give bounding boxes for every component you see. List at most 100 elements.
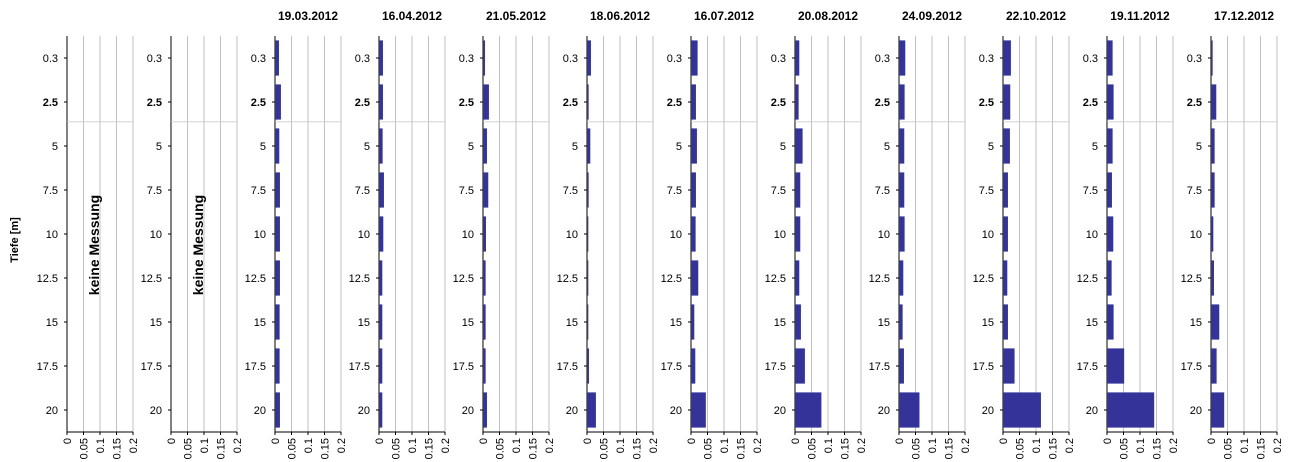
bar bbox=[691, 128, 697, 164]
depth-tick-label: 15 bbox=[878, 317, 890, 329]
x-tick-label: 0.2 bbox=[960, 438, 972, 453]
bar bbox=[1211, 260, 1214, 296]
bar bbox=[795, 172, 801, 208]
bar bbox=[1107, 84, 1114, 120]
x-tick-label: 0.1 bbox=[303, 438, 315, 453]
x-tick-label: 0.1 bbox=[615, 438, 627, 453]
bar bbox=[587, 172, 589, 208]
depth-tick-label: 17.5 bbox=[349, 361, 370, 373]
bar bbox=[587, 304, 589, 340]
depth-tick-label: 15 bbox=[566, 317, 578, 329]
depth-tick-label: 5 bbox=[156, 141, 162, 153]
bar bbox=[1107, 128, 1113, 164]
x-tick-label: 0.1 bbox=[927, 438, 939, 453]
panel-2: 0.3 2.5 5 7.5 10 12.5 15 17.5 20 0 0.05 0.1 0.15 0.2 1… bbox=[245, 9, 348, 459]
panel-11: 0.3 2.5 5 7.5 10 12.5 15 17.5 20 0 0.05 0.1 0.15 0.2 1… bbox=[1181, 9, 1284, 459]
x-tick-label: 0.1 bbox=[719, 438, 731, 453]
panel-0: 0.3 2.5 5 7.5 10 12.5 15 17.5 20 0 0.05 0.1 0.15 0.2 k… bbox=[37, 36, 140, 459]
bar bbox=[899, 348, 904, 384]
depth-tick-label: 2.5 bbox=[771, 97, 786, 109]
depth-tick-label: 5 bbox=[884, 141, 890, 153]
no-measurement-note: keine Messung bbox=[190, 195, 206, 295]
x-tick-label: 0.2 bbox=[648, 438, 660, 453]
x-tick-label: 0.2 bbox=[128, 438, 140, 453]
x-tick-label: 0.05 bbox=[911, 438, 923, 459]
depth-tick-label: 12.5 bbox=[661, 273, 682, 285]
bar bbox=[691, 216, 696, 252]
bar bbox=[795, 40, 800, 76]
bar bbox=[1107, 40, 1113, 76]
depth-tick-label: 12.5 bbox=[37, 273, 58, 285]
depth-tick-label: 10 bbox=[46, 229, 58, 241]
bar bbox=[379, 84, 383, 120]
x-tick-label: 0.2 bbox=[1064, 438, 1076, 453]
depth-tick-label: 12.5 bbox=[973, 273, 994, 285]
depth-tick-label: 2.5 bbox=[1083, 97, 1098, 109]
x-tick-label: 0.1 bbox=[407, 438, 419, 453]
bar bbox=[275, 40, 279, 76]
bar bbox=[379, 40, 383, 76]
depth-tick-label: 12.5 bbox=[141, 273, 162, 285]
x-tick-label: 0.1 bbox=[1135, 438, 1147, 453]
panel-title: 18.06.2012 bbox=[590, 9, 650, 23]
depth-tick-label: 15 bbox=[1190, 317, 1202, 329]
bar bbox=[275, 216, 280, 252]
x-tick-label: 0.05 bbox=[495, 438, 507, 459]
x-tick-label: 0 bbox=[1102, 438, 1114, 444]
x-tick-label: 0.1 bbox=[1031, 438, 1043, 453]
x-tick-label: 0.1 bbox=[95, 438, 107, 453]
depth-tick-label: 7.5 bbox=[563, 185, 578, 197]
depth-tick-label: 17.5 bbox=[869, 361, 890, 373]
depth-tick-label: 15 bbox=[358, 317, 370, 329]
bar bbox=[587, 260, 589, 296]
depth-tick-label: 10 bbox=[254, 229, 266, 241]
depth-tick-label: 12.5 bbox=[245, 273, 266, 285]
depth-tick-label: 5 bbox=[364, 141, 370, 153]
panel-title: 20.08.2012 bbox=[798, 9, 858, 23]
x-tick-label: 0.15 bbox=[424, 438, 436, 459]
x-tick-label: 0.1 bbox=[823, 438, 835, 453]
bar bbox=[483, 304, 486, 340]
depth-tick-label: 5 bbox=[1092, 141, 1098, 153]
bar bbox=[899, 128, 905, 164]
depth-tick-label: 5 bbox=[572, 141, 578, 153]
x-tick-label: 0.05 bbox=[287, 438, 299, 459]
bar bbox=[379, 172, 384, 208]
depth-tick-label: 5 bbox=[260, 141, 266, 153]
bar bbox=[1003, 128, 1010, 164]
x-tick-label: 0.1 bbox=[199, 438, 211, 453]
depth-tick-label: 5 bbox=[988, 141, 994, 153]
depth-tick-label: 20 bbox=[358, 405, 370, 417]
bar bbox=[1211, 172, 1215, 208]
depth-tick-label: 15 bbox=[982, 317, 994, 329]
x-tick-label: 0.15 bbox=[1256, 438, 1268, 459]
panel-title: 21.05.2012 bbox=[486, 9, 546, 23]
bar bbox=[1003, 172, 1008, 208]
x-tick-label: 0 bbox=[478, 438, 490, 444]
depth-tick-label: 17.5 bbox=[245, 361, 266, 373]
depth-tick-label: 7.5 bbox=[147, 185, 162, 197]
bar bbox=[379, 128, 383, 164]
x-tick-label: 0.05 bbox=[807, 438, 819, 459]
depth-tick-label: 2.5 bbox=[875, 97, 890, 109]
x-tick-label: 0.05 bbox=[599, 438, 611, 459]
depth-tick-label: 7.5 bbox=[667, 185, 682, 197]
bar bbox=[275, 172, 280, 208]
depth-tick-label: 0.3 bbox=[979, 53, 994, 65]
bar bbox=[1003, 348, 1015, 384]
x-tick-label: 0 bbox=[686, 438, 698, 444]
depth-tick-label: 7.5 bbox=[1187, 185, 1202, 197]
depth-tick-label: 20 bbox=[46, 405, 58, 417]
bar bbox=[379, 392, 383, 428]
depth-tick-label: 20 bbox=[1190, 405, 1202, 417]
bar bbox=[1107, 392, 1155, 428]
depth-tick-label: 5 bbox=[676, 141, 682, 153]
x-tick-label: 0.15 bbox=[216, 438, 228, 459]
bar bbox=[691, 40, 698, 76]
x-tick-label: 0 bbox=[62, 438, 74, 444]
depth-tick-label: 2.5 bbox=[43, 97, 58, 109]
bar bbox=[275, 128, 280, 164]
x-tick-label: 0 bbox=[894, 438, 906, 444]
x-tick-label: 0.15 bbox=[320, 438, 332, 459]
